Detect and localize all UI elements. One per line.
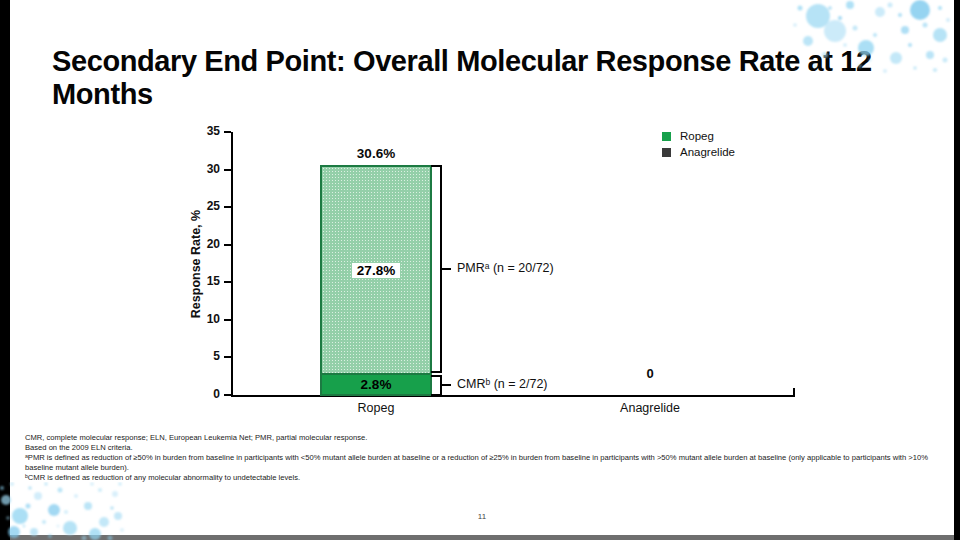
ropeg-pmr-value-label: 27.8% — [352, 263, 400, 278]
x-label-ropeg: Ropeg — [320, 401, 432, 415]
footnote-cmr-definition: ᵇCMR is defined as reduction of any mole… — [25, 473, 931, 483]
footnote-abbreviations: CMR, complete molecular response; ELN, E… — [25, 433, 931, 443]
y-tick-label: 5 — [188, 349, 220, 363]
chart-legend: Ropeg Anagrelide — [662, 130, 735, 158]
y-tick-label: 30 — [188, 162, 220, 176]
cmr-bracket-pointer — [442, 384, 451, 386]
y-tick-label: 35 — [188, 124, 220, 138]
bubble-decoration-bottom-left — [0, 482, 128, 540]
legend-label-ropeg: Ropeg — [680, 130, 714, 142]
footnote-criteria: Based on the 2009 ELN criteria. — [25, 443, 931, 453]
legend-label-anagrelide: Anagrelide — [680, 146, 735, 158]
x-axis-end-tick — [793, 388, 795, 396]
ropeg-cmr-value-label: 2.8% — [361, 377, 392, 392]
x-label-anagrelide: Anagrelide — [590, 401, 710, 415]
left-letterbox-bar — [0, 0, 10, 540]
y-tick-mark — [224, 394, 231, 396]
anagrelide-zero-value-label: 0 — [590, 366, 710, 381]
y-tick-mark — [224, 206, 231, 208]
y-tick-mark — [224, 169, 231, 171]
cmr-annotation: CMRᵇ (n = 2/72) — [457, 377, 548, 391]
cmr-bracket-top-arm — [431, 375, 442, 377]
y-tick-mark — [224, 356, 231, 358]
pmr-bracket-top-arm — [431, 165, 442, 167]
y-axis-title: Response Rate, % — [189, 164, 203, 364]
footnotes: CMR, complete molecular response; ELN, E… — [25, 433, 931, 483]
ropeg-cmr-segment: 2.8% — [322, 373, 430, 394]
y-tick-mark — [224, 319, 231, 321]
y-tick-label: 10 — [188, 312, 220, 326]
legend-item-anagrelide: Anagrelide — [662, 146, 735, 158]
anagrelide-swatch-icon — [662, 148, 671, 157]
y-tick-mark — [224, 131, 231, 133]
x-axis-line — [231, 395, 795, 397]
ropeg-stacked-bar: 27.8% 2.8% — [320, 165, 432, 396]
right-letterbox-bar — [954, 0, 960, 540]
pmr-annotation: PMRᵃ (n = 20/72) — [457, 261, 554, 275]
page-number: 11 — [10, 512, 954, 521]
ropeg-pmr-segment: 27.8% — [322, 167, 430, 373]
y-axis-line — [231, 132, 233, 397]
pmr-bracket-bottom-arm — [431, 371, 442, 373]
y-tick-label: 15 — [188, 274, 220, 288]
slide-background: Secondary End Point: Overall Molecular R… — [10, 0, 954, 540]
legend-item-ropeg: Ropeg — [662, 130, 735, 142]
ropeg-total-value-label: 30.6% — [320, 146, 432, 161]
y-tick-mark — [224, 281, 231, 283]
y-tick-label: 25 — [188, 199, 220, 213]
y-tick-label: 20 — [188, 237, 220, 251]
bubble-decoration-top-right — [790, 0, 952, 88]
cmr-bracket-bottom-arm — [431, 394, 442, 396]
y-tick-label: 0 — [188, 387, 220, 401]
footnote-pmr-definition: ᵃPMR is defined as reduction of ≥50% in … — [25, 453, 931, 473]
y-tick-mark — [224, 244, 231, 246]
ropeg-swatch-icon — [662, 132, 671, 141]
pmr-bracket-pointer — [442, 268, 451, 270]
